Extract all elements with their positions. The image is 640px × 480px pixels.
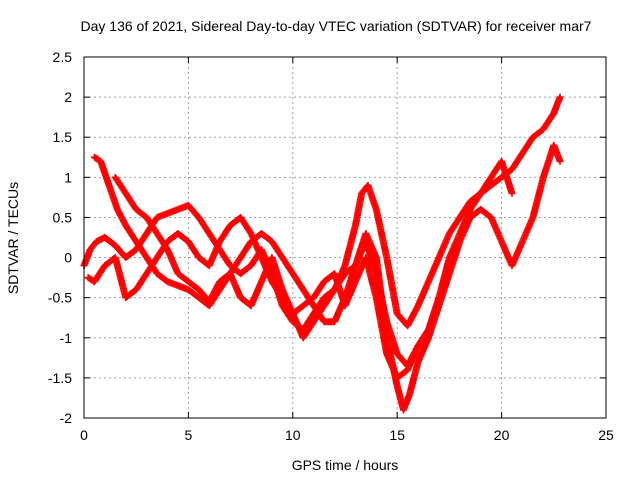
- data-point: [435, 294, 443, 302]
- data-point: [508, 189, 516, 197]
- y-tick-label: 0.5: [53, 209, 73, 225]
- series-track-a: [80, 93, 564, 334]
- x-tick-label: 5: [185, 427, 193, 443]
- y-tick-label: -1: [60, 330, 73, 346]
- x-tick-label: 0: [80, 427, 88, 443]
- x-tick-label: 20: [494, 427, 510, 443]
- chart-title: Day 136 of 2021, Sidereal Day-to-day VTE…: [81, 18, 592, 34]
- axis-ticks: 0 5 10 15 20 25 -2 -1.5 -1 -0.5 0 0.5 1 1.5 2 2.5: [48, 49, 614, 443]
- data-point: [556, 157, 564, 165]
- grid-lines: [84, 57, 606, 418]
- y-tick-label: 2.5: [53, 49, 73, 65]
- data-points: [80, 93, 564, 414]
- x-tick-label: 15: [389, 427, 405, 443]
- y-tick-label: 2: [64, 89, 72, 105]
- y-axis-label: SDTVAR / TECUs: [5, 182, 21, 294]
- x-axis-label: GPS time / hours: [292, 457, 399, 473]
- data-point: [556, 93, 564, 101]
- y-tick-label: 1.5: [53, 129, 73, 145]
- y-tick-label: -2: [60, 410, 73, 426]
- series-track-d: [111, 173, 443, 370]
- y-tick-label: -1.5: [48, 370, 72, 386]
- y-tick-label: 0: [64, 250, 72, 266]
- y-tick-label: 1: [64, 169, 72, 185]
- x-tick-label: 25: [598, 427, 614, 443]
- plot-frame: [83, 56, 607, 419]
- x-tick-label: 10: [285, 427, 301, 443]
- y-tick-label: -0.5: [48, 290, 72, 306]
